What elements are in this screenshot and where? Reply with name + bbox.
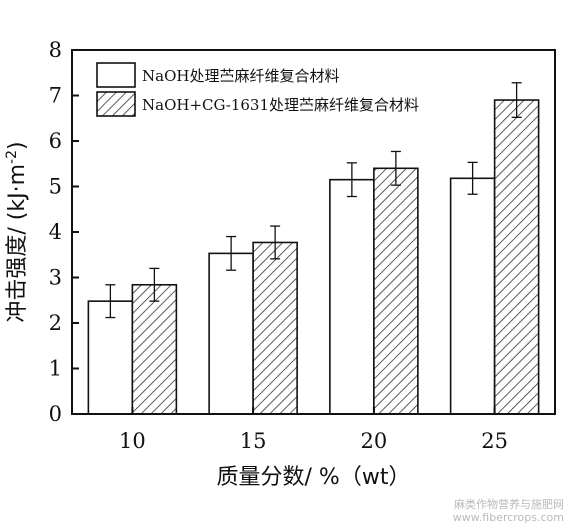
bar-naoh-cg1631-25 (493, 99, 540, 415)
legend-swatch-naoh-cg1631 (96, 91, 136, 117)
bar-naoh-cg1631-10 (131, 283, 178, 415)
bar-naoh-25 (449, 177, 496, 415)
y-tick-label: 4 (49, 220, 62, 244)
legend: NaOH处理苎麻纤维复合材料 NaOH+CG-1631处理苎麻纤维复合材料 (96, 62, 419, 117)
y-tick-label: 5 (49, 175, 62, 199)
y-tick-label: 2 (49, 311, 62, 335)
x-tick-label: 15 (240, 429, 267, 453)
x-tick-label: 25 (481, 429, 508, 453)
y-tick-label: 7 (49, 84, 62, 108)
axes: 0 1 2 3 4 5 6 7 8 10 15 20 25 (49, 38, 556, 453)
x-tick-label: 20 (361, 429, 388, 453)
y-axis-title: 冲击强度/ (kJ·m-2) (4, 141, 30, 322)
x-axis-title: 质量分数/ %（wt） (217, 465, 411, 490)
y-axis-title-main: 冲击强度/ (kJ·m (5, 164, 30, 323)
bars (87, 99, 540, 415)
legend-label-naoh-cg1631: NaOH+CG-1631处理苎麻纤维复合材料 (142, 96, 419, 114)
y-tick-label: 0 (49, 402, 62, 426)
error-bars (105, 82, 522, 319)
legend-swatch-naoh (96, 62, 136, 88)
y-tick-label: 6 (49, 129, 62, 153)
y-tick-label: 3 (49, 266, 62, 290)
watermark-site-name: 麻类作物营养与施肥网 (454, 498, 564, 511)
legend-label-naoh: NaOH处理苎麻纤维复合材料 (142, 67, 339, 85)
bar-naoh-cg1631-15 (252, 241, 298, 415)
y-axis-title-sup: -2 (4, 150, 20, 164)
watermark-url: www.fibercrops.com (452, 511, 564, 524)
bar-naoh-15 (208, 252, 254, 415)
y-axis-title-close: ) (5, 141, 30, 150)
bar-naoh-20 (329, 178, 375, 415)
bar-naoh-cg1631-20 (373, 167, 419, 415)
x-tick-label: 10 (119, 429, 146, 453)
bar-naoh-10 (87, 300, 134, 415)
y-tick-label: 1 (49, 357, 62, 381)
y-tick-label: 8 (49, 38, 62, 62)
